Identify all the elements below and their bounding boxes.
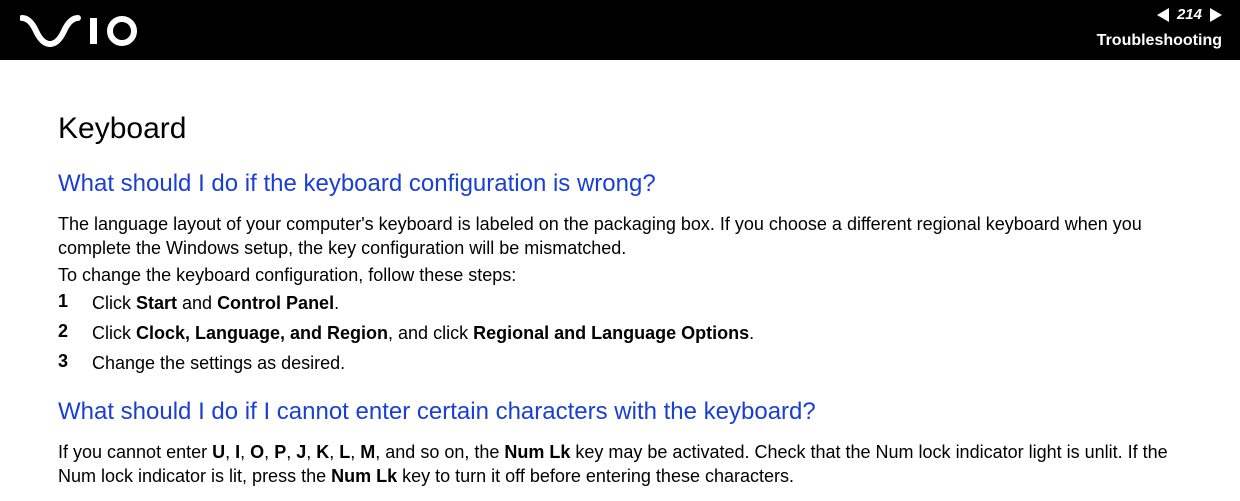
vaio-logo-icon [20,14,170,53]
step-row: 1 Click Start and Control Panel. [58,291,1182,315]
step-row: 3 Change the settings as desired. [58,351,1182,375]
step-text: Change the settings as desired. [92,351,345,375]
q1-para1: The language layout of your computer's k… [58,212,1182,261]
section-label: Troubleshooting [1097,32,1222,50]
content-area: Keyboard What should I do if the keyboar… [0,60,1240,488]
q2-para: If you cannot enter U, I, O, P, J, K, L,… [58,440,1182,489]
step-text: Click Start and Control Panel. [92,291,339,315]
question-2-heading: What should I do if I cannot enter certa… [58,398,1182,426]
step-number: 2 [58,321,92,345]
step-row: 2 Click Clock, Language, and Region, and… [58,321,1182,345]
prev-page-icon[interactable] [1157,8,1169,22]
question-1-heading: What should I do if the keyboard configu… [58,170,1182,198]
step-number: 3 [58,351,92,375]
q1-steps: 1 Click Start and Control Panel. 2 Click… [58,291,1182,376]
step-text: Click Clock, Language, and Region, and c… [92,321,754,345]
page-number: 214 [1177,6,1202,23]
page-title: Keyboard [58,112,1182,146]
q1-para2: To change the keyboard configuration, fo… [58,263,1182,287]
next-page-icon[interactable] [1210,8,1222,22]
page-header: 214 Troubleshooting [0,0,1240,60]
step-number: 1 [58,291,92,315]
page-nav: 214 [1157,6,1222,23]
